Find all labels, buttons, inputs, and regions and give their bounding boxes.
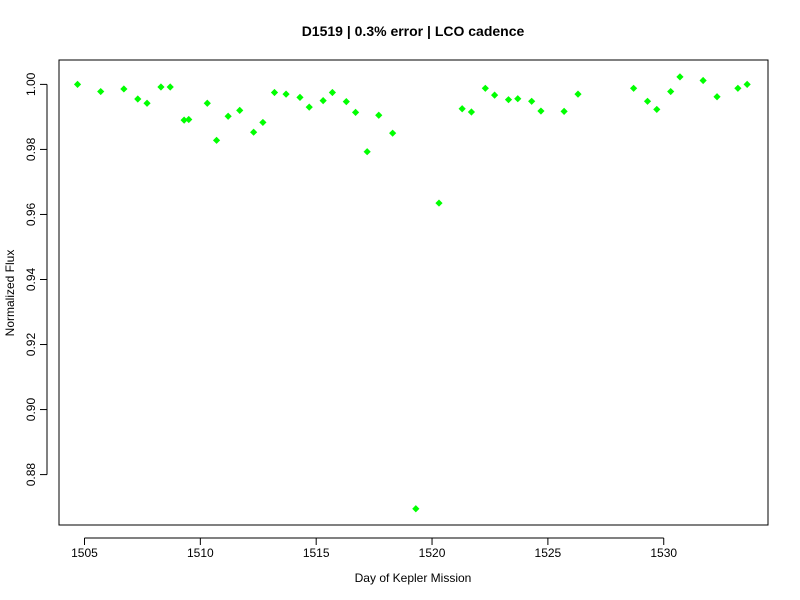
data-point (351, 108, 360, 116)
data-point (743, 80, 751, 88)
y-axis: 0.88 0.90 0.92 0.94 0.96 0.98 1.00 (24, 72, 48, 487)
x-tick-label: 1515 (303, 546, 330, 560)
y-tick-label: 0.92 (24, 333, 38, 357)
data-point (713, 93, 721, 101)
data-point (180, 116, 188, 124)
data-point (296, 93, 304, 101)
data-point (435, 199, 443, 207)
data-point (699, 76, 707, 85)
data-point (389, 129, 397, 137)
data-point (212, 136, 221, 144)
data-point (157, 83, 165, 91)
data-point (166, 83, 174, 91)
data-point (305, 103, 313, 111)
data-point (319, 97, 327, 105)
x-tick-label: 1510 (187, 546, 214, 560)
data-point (560, 107, 568, 115)
y-tick-label: 1.00 (24, 72, 38, 96)
data-point (574, 90, 582, 98)
data-point (73, 80, 82, 88)
data-point (467, 108, 476, 116)
y-tick-label: 0.88 (24, 463, 38, 487)
data-point (259, 118, 267, 127)
data-point (236, 106, 244, 115)
data-point (203, 99, 211, 107)
x-tick-label: 1505 (71, 546, 98, 560)
data-point (97, 87, 105, 96)
data-point (676, 73, 684, 81)
data-point (643, 97, 652, 105)
x-axis-label: Day of Kepler Mission (355, 571, 472, 585)
data-point (375, 111, 383, 119)
data-point (328, 88, 337, 97)
plot-frame (58, 59, 769, 526)
data-point (363, 148, 371, 156)
data-point (250, 128, 258, 136)
y-tick-label: 0.96 (24, 202, 38, 226)
data-point (653, 105, 661, 114)
data-point (270, 88, 279, 97)
data-point (185, 115, 193, 124)
data-points (73, 73, 751, 513)
data-point (528, 97, 536, 105)
y-tick-label: 0.98 (24, 137, 38, 161)
x-tick-label: 1530 (650, 546, 677, 560)
x-axis: 1505 1510 1515 1520 1525 1530 (71, 537, 677, 560)
data-point (458, 105, 466, 113)
data-point (630, 84, 638, 92)
y-tick-label: 0.94 (24, 267, 38, 291)
data-point (143, 99, 151, 107)
data-point (481, 84, 489, 92)
data-point (134, 95, 142, 103)
y-tick-label: 0.90 (24, 398, 38, 422)
x-tick-label: 1520 (419, 546, 446, 560)
data-point (342, 98, 350, 106)
data-point (504, 96, 513, 104)
data-point (667, 87, 675, 96)
data-point (120, 85, 128, 93)
data-point (514, 95, 522, 103)
data-point (490, 91, 499, 99)
data-point (224, 112, 232, 120)
data-point (282, 90, 290, 98)
y-axis-label: Normalized Flux (3, 250, 17, 337)
x-tick-label: 1525 (535, 546, 562, 560)
data-point (734, 84, 742, 92)
data-point (412, 505, 420, 513)
data-point (537, 107, 545, 115)
chart-title: D1519 | 0.3% error | LCO cadence (302, 23, 525, 39)
